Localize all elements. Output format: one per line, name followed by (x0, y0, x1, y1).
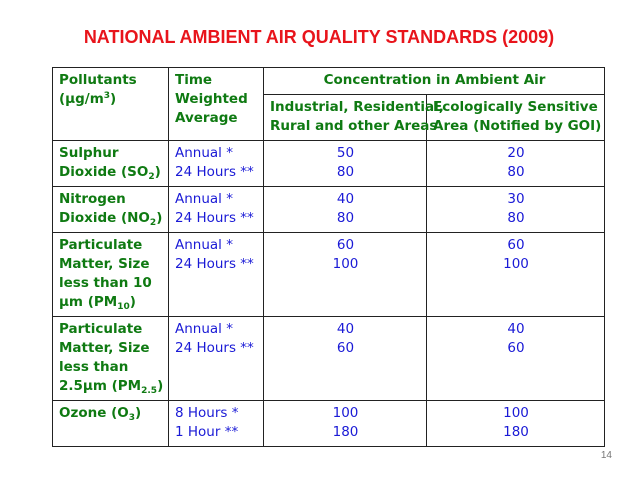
sensitive-value: 30 80 (425, 186, 606, 233)
pollutant-name: Sulphur Dioxide (SO2) (52, 140, 169, 187)
pollutant-name: Ozone (O3) (52, 400, 169, 447)
air-quality-table: Pollutants (µg/m3) Time Weighted Average… (52, 67, 606, 447)
time-weighted-average: Annual * 24 Hours ** (168, 316, 264, 401)
time-weighted-average: 8 Hours * 1 Hour ** (168, 400, 264, 447)
pollutant-name: Particulate Matter, Size less than 10 µm (P… (52, 232, 169, 317)
sensitive-value: 40 60 (425, 316, 606, 401)
pollutant-name: Particulate Matter, Size less than 2.5µm (P… (52, 316, 169, 401)
sensitive-value: 100 180 (425, 400, 606, 447)
header-time-weighted-average: Time Weighted Average (168, 67, 264, 141)
sensitive-value: 20 80 (425, 140, 606, 187)
time-weighted-average: Annual * 24 Hours ** (168, 232, 264, 317)
industrial-value: 50 80 (263, 140, 427, 187)
pollutant-name: Nitrogen Dioxide (NO2) (52, 186, 169, 233)
header-industrial: Industrial, Residential, Rural and other… (263, 94, 444, 141)
header-concentration: Concentration in Ambient Air (262, 67, 606, 95)
table-row: Sulphur Dioxide (SO2) Annual * 24 Hours ** 5… (52, 140, 606, 187)
table-header-row: Pollutants (µg/m3) Time Weighted Average… (52, 67, 606, 141)
table-row: Particulate Matter, Size less than 2.5µm (P… (52, 316, 606, 401)
time-weighted-average: Annual * 24 Hours ** (168, 140, 264, 187)
industrial-value: 40 80 (263, 186, 427, 233)
industrial-value: 100 180 (263, 400, 427, 447)
table-row: Particulate Matter, Size less than 10 µm (P… (52, 232, 606, 317)
table-body: Sulphur Dioxide (SO2) Annual * 24 Hours ** 5… (52, 140, 606, 447)
time-weighted-average: Annual * 24 Hours ** (168, 186, 264, 233)
table-row: Ozone (O3) 8 Hours * 1 Hour ** 100 180 100 180 (52, 400, 606, 447)
table-subheader-row: Industrial, Residential, Rural and other… (53, 94, 606, 141)
header-sensitive: Ecologically Sensitive Area (Notified by… (425, 94, 606, 141)
sensitive-value: 60 100 (425, 232, 606, 317)
header-unit: (µg/m3) (59, 91, 117, 107)
header-pollutants: Pollutants (µg/m3) (52, 67, 169, 141)
industrial-value: 60 100 (263, 232, 427, 317)
industrial-value: 40 60 (263, 316, 427, 401)
page-number: 14 (600, 450, 612, 461)
slide-title: NATIONAL AMBIENT AIR QUALITY STANDARDS (… (83, 27, 555, 47)
table-row: Nitrogen Dioxide (NO2) Annual * 24 Hours **… (52, 186, 606, 233)
